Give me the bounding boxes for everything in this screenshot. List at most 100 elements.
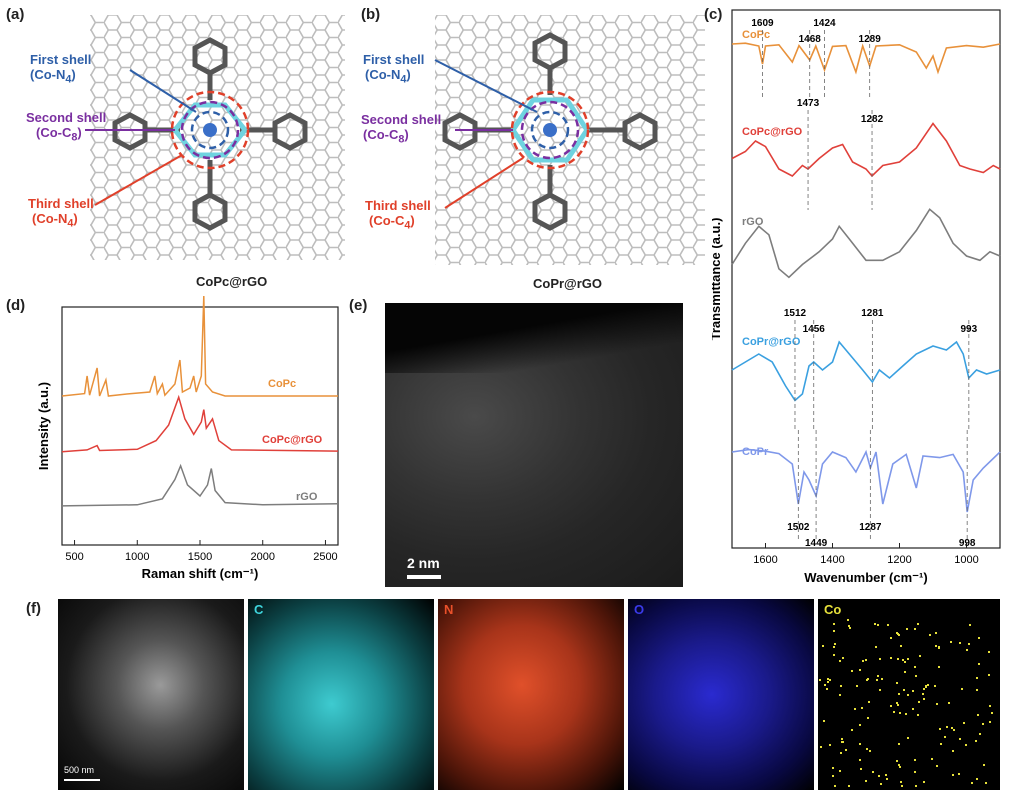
cobalt-atom-dot: [959, 738, 961, 740]
cobalt-atom-dot: [976, 677, 978, 679]
cobalt-atom-dot: [940, 743, 942, 745]
cobalt-atom-dot: [878, 775, 880, 777]
cobalt-atom-dot: [848, 625, 850, 627]
cobalt-atom-dot: [917, 714, 919, 716]
cobalt-atom-dot: [887, 624, 889, 626]
cobalt-atom-dot: [839, 660, 841, 662]
panel-d: (d) 500 1000 1500 2000 2500 Raman shift (cm⁻¹…: [0, 295, 355, 595]
ftir-series-copr: [731, 448, 1001, 513]
cobalt-atom-dot: [903, 689, 905, 691]
cobalt-atom-dot: [906, 628, 908, 630]
cobalt-atom-dot: [900, 781, 902, 783]
panel-b: (b) First shell (Co-N4) Second shell (Co…: [355, 0, 715, 300]
caption-b: CoPr@rGO: [533, 276, 603, 291]
cobalt-atom-dot: [896, 702, 898, 704]
raman-plot-frame: [61, 306, 339, 546]
ftir-peak-label: 1449: [805, 538, 828, 549]
cobalt-atom-dot: [912, 708, 914, 710]
cobalt-atom-dot: [907, 658, 909, 660]
cobalt-atom-dot: [923, 688, 925, 690]
scale-bar-f: [64, 779, 100, 781]
cobalt-atom-dot: [989, 705, 991, 707]
raman-chart: 500 1000 1500 2000 2500 Raman shift (cm⁻¹) Int…: [36, 295, 339, 581]
cobalt-atom-dot: [865, 780, 867, 782]
ftir-peak-label: 998: [959, 538, 976, 549]
ftir-peak-label: 1512: [784, 308, 807, 319]
shell2-formula-a: (Co-C: [36, 125, 72, 140]
shell1-title-b: First shell: [363, 52, 425, 67]
panel-e-label: (e): [349, 297, 368, 314]
cobalt-atom-dot: [822, 645, 824, 647]
cobalt-atom-dot: [907, 694, 909, 696]
shell2-subscript-a: 8: [71, 131, 78, 144]
raman-series-label: rGO: [296, 491, 318, 503]
cobalt-atom-dot: [859, 724, 861, 726]
cobalt-atom-dot: [827, 678, 829, 680]
cobalt-atom-dot: [867, 717, 869, 719]
cobalt-atom-dot: [833, 654, 835, 656]
eds-label-nitrogen: N: [444, 602, 454, 617]
cobalt-atom-dot: [819, 679, 821, 681]
cobalt-atom-dot: [978, 637, 980, 639]
cobalt-atom-dot: [918, 701, 920, 703]
raman-x-tick-label: 2000: [250, 551, 274, 563]
cobalt-atom-dot: [944, 736, 946, 738]
haadf-stem-image: 2 nm: [385, 303, 683, 587]
cobalt-atom-dot: [879, 689, 881, 691]
cobalt-atom-dot: [827, 681, 829, 683]
ftir-x-tick-label: 1000: [954, 554, 978, 566]
ftir-peak-label: 1424: [813, 18, 836, 29]
panel-c-label: (c): [704, 6, 723, 23]
shell2-subscript-b: 8: [398, 133, 405, 146]
eds-map-cobalt: Co: [818, 599, 1000, 790]
ftir-peak-label: 1609: [751, 18, 774, 29]
cobalt-atom-dot: [935, 632, 937, 634]
cobalt-atom-dot: [979, 733, 981, 735]
ftir-series-label: rGO: [742, 216, 764, 228]
scale-bar-label-e: 2 nm: [407, 555, 440, 571]
shell1-title-a: First shell: [30, 52, 92, 67]
cobalt-atom-dot: [904, 661, 906, 663]
ftir-series-label: CoPr@rGO: [742, 336, 801, 348]
cobalt-atom-dot: [897, 633, 899, 635]
cobalt-atom-dot: [869, 750, 871, 752]
cobalt-atom-dot: [965, 744, 967, 746]
cobalt-atom-dot: [866, 748, 868, 750]
raman-x-tick-label: 1000: [125, 551, 149, 563]
ftir-peak-label: 1456: [803, 324, 826, 335]
cobalt-atom-dot: [833, 630, 835, 632]
cobalt-atom-dot: [936, 703, 938, 705]
cobalt-atom-dot: [912, 690, 914, 692]
panel-f-label: (f): [26, 600, 41, 617]
cobalt-atom-dot: [925, 686, 927, 688]
cobalt-atom-dot: [898, 743, 900, 745]
cobalt-atom-dot: [859, 743, 861, 745]
ftir-series-rgo: [731, 208, 1001, 279]
cobalt-atom-dot: [961, 688, 963, 690]
shell3-label-b: Third shell (Co-C4): [365, 198, 431, 232]
scale-bar-e: [407, 575, 441, 579]
shell2-label-a: Second shell (Co-C8): [26, 110, 107, 144]
cobalt-atom-dot: [901, 785, 903, 787]
graphene-lattice-b: [434, 15, 705, 265]
cobalt-atom-dot: [898, 764, 900, 766]
ftir-chart: 1600 1400 1200 1000 Wavenumber (cm⁻¹) Transmi…: [712, 9, 1001, 585]
ftir-peak-label: 1289: [859, 34, 882, 45]
shell1-subscript-a: 4: [65, 73, 72, 86]
cobalt-atom-dot: [851, 729, 853, 731]
cobalt-atom-dot: [914, 628, 916, 630]
ftir-y-axis-label: Transmittance (a.u.): [712, 218, 723, 341]
cobalt-atom-dot: [969, 624, 971, 626]
cobalt-porphyrin-molecule: [442, 32, 658, 231]
cobalt-atom-dot: [842, 741, 844, 743]
cobalt-atom-dot: [829, 679, 831, 681]
cobalt-atom-dot: [917, 623, 919, 625]
cobalt-atom-dot: [834, 643, 836, 645]
ftir-plot-frame: [731, 9, 1001, 549]
cobalt-atom-dot: [860, 768, 862, 770]
cobalt-atom-dot: [847, 619, 849, 621]
cobalt-atom-dot: [982, 723, 984, 725]
cobalt-atom-dot: [975, 740, 977, 742]
cobalt-atom-dot: [886, 778, 888, 780]
cobalt-atom-dot: [948, 702, 950, 704]
